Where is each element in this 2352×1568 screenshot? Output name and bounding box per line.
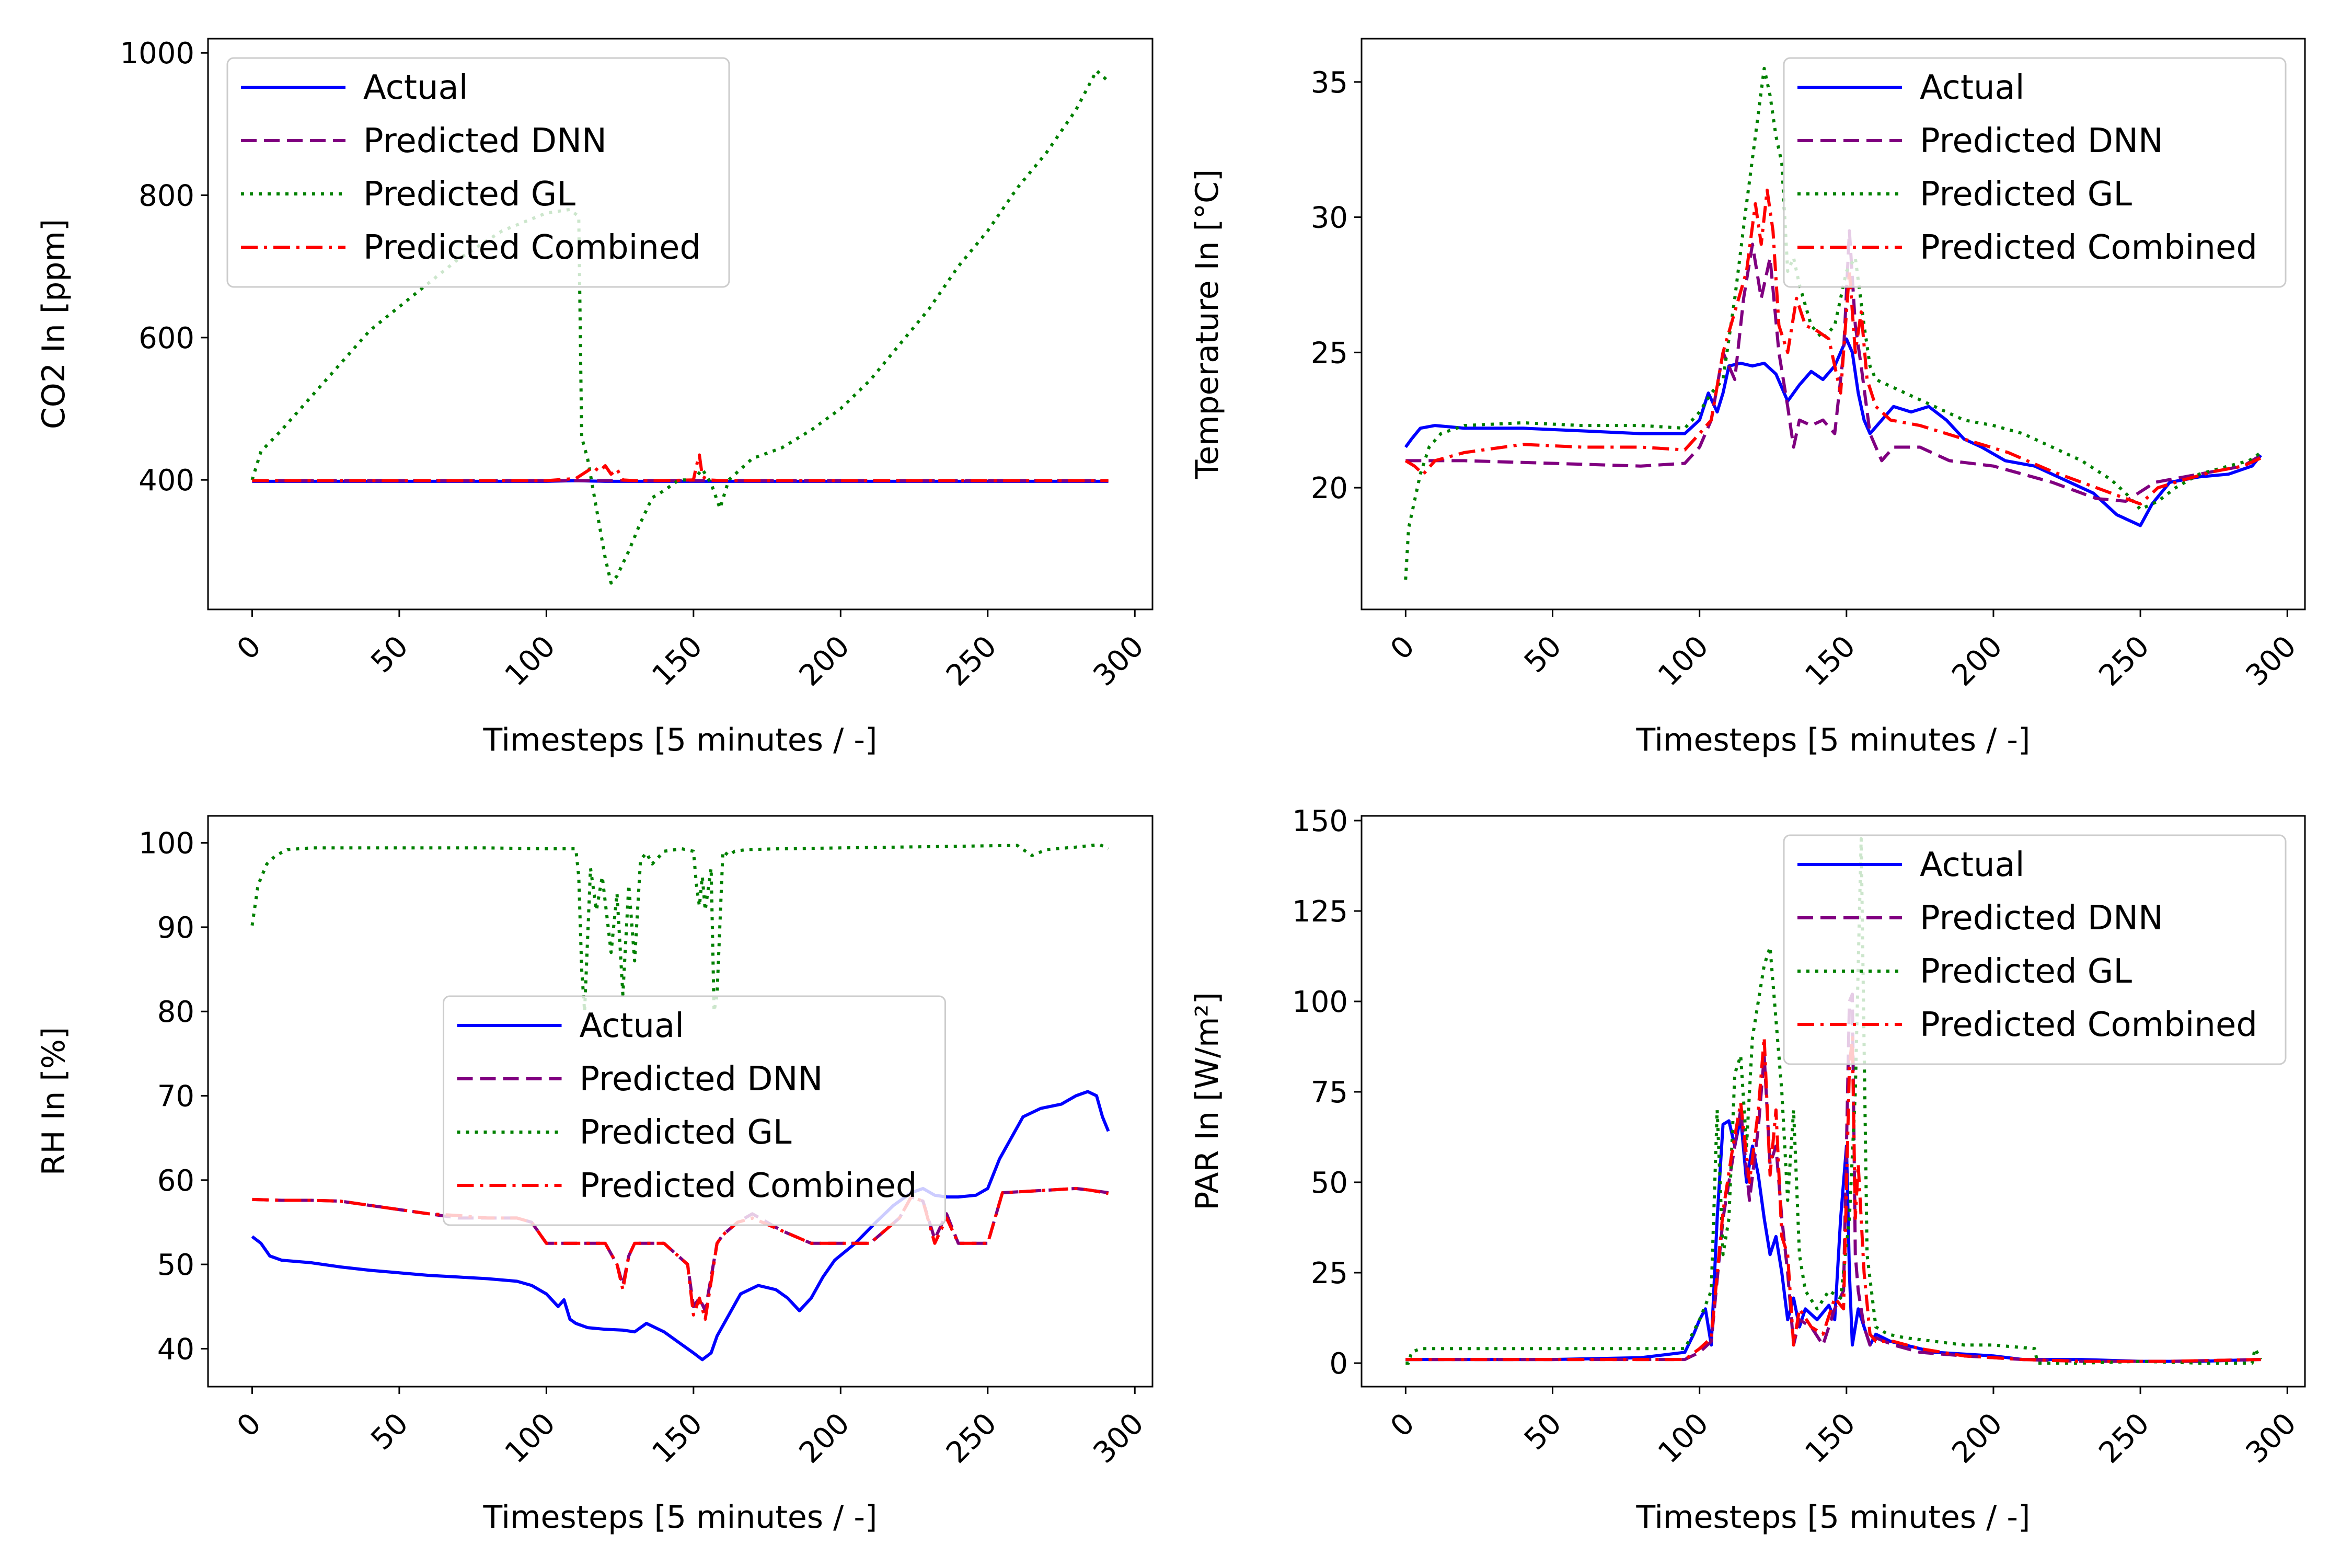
legend: Actual Predicted DNN Predicted GL Predicted… bbox=[1783, 834, 2287, 1065]
y-tick-label: 30 bbox=[1311, 201, 1348, 235]
legend-label: Predicted Combined bbox=[580, 1167, 917, 1205]
y-tick-label: 35 bbox=[1311, 66, 1348, 100]
y-axis-label: CO2 In [ppm] bbox=[36, 219, 72, 430]
legend-box bbox=[443, 995, 946, 1226]
chart-panel-3: 0 50 100 150 200 250 300405060708090100Timeste… bbox=[36, 815, 1154, 1536]
legend-label: Predicted Combined bbox=[363, 228, 701, 267]
y-tick-label: 50 bbox=[1311, 1166, 1348, 1200]
y-tick-label: 75 bbox=[1311, 1076, 1348, 1110]
y-tick-label: 0 bbox=[1329, 1347, 1348, 1381]
plot-area bbox=[1404, 66, 2263, 580]
legend-box bbox=[1783, 57, 2287, 288]
legend-box bbox=[1783, 834, 2287, 1065]
y-axis-label: Temperature In [°C] bbox=[1189, 169, 1226, 480]
axes-frame bbox=[207, 38, 1154, 610]
axes-frame bbox=[1361, 815, 2306, 1388]
x-axis-label: Timesteps [5 minutes / -] bbox=[483, 1499, 878, 1536]
legend-label: Actual bbox=[1920, 846, 2025, 884]
y-tick-label: 100 bbox=[139, 827, 194, 861]
legend: Actual Predicted DNN Predicted GL Predicted… bbox=[443, 995, 946, 1226]
series-line-actual bbox=[1405, 1115, 2261, 1363]
y-tick-label: 125 bbox=[1292, 895, 1348, 929]
legend-label: Predicted GL bbox=[363, 175, 575, 214]
y-tick-label: 150 bbox=[1292, 804, 1348, 838]
y-tick-label: 600 bbox=[139, 321, 194, 355]
series-line-predicted-combined bbox=[1404, 188, 2262, 506]
series-line-predicted-dnn bbox=[1405, 229, 2262, 503]
axes-frame bbox=[207, 815, 1154, 1388]
legend-label: Predicted DNN bbox=[1920, 899, 2163, 938]
legend-label: Actual bbox=[1920, 68, 2025, 107]
series-line-predicted-combined bbox=[252, 453, 1109, 482]
y-axis-label: RH In [%] bbox=[36, 1027, 72, 1176]
y-tick-label: 70 bbox=[157, 1080, 194, 1114]
y-tick-label: 50 bbox=[157, 1248, 194, 1282]
y-tick-label: 90 bbox=[157, 911, 194, 945]
legend-label: Predicted DNN bbox=[363, 122, 607, 160]
series-line-predicted-gl bbox=[250, 69, 1110, 585]
y-axis-label: PAR In [W/m²] bbox=[1189, 992, 1226, 1210]
series-line-predicted-gl bbox=[250, 843, 1109, 1013]
legend-label: Predicted Combined bbox=[1920, 228, 2257, 267]
legend: Actual Predicted DNN Predicted GL Predicted… bbox=[1783, 57, 2287, 288]
legend-label: Predicted GL bbox=[580, 1113, 792, 1152]
legend-label: Actual bbox=[363, 68, 468, 107]
series-line-predicted-combined bbox=[252, 1186, 1109, 1321]
legend-label: Actual bbox=[580, 1007, 685, 1045]
series-line-predicted-combined bbox=[1405, 1036, 2261, 1363]
series-line-actual bbox=[1404, 337, 2263, 527]
plot-area bbox=[1405, 837, 2263, 1365]
legend-label: Predicted Combined bbox=[1920, 1006, 2257, 1044]
y-tick-label: 100 bbox=[1292, 985, 1348, 1019]
legend: Actual Predicted DNN Predicted GL Predicted… bbox=[226, 57, 730, 288]
y-tick-label: 400 bbox=[139, 464, 194, 498]
y-tick-label: 800 bbox=[139, 179, 194, 213]
series-line-actual bbox=[251, 1090, 1110, 1362]
plot-area bbox=[250, 69, 1110, 585]
y-tick-label: 25 bbox=[1311, 1256, 1348, 1290]
x-axis-label: Timesteps [5 minutes / -] bbox=[1636, 722, 2031, 758]
y-tick-label: 40 bbox=[157, 1332, 194, 1366]
legend-box bbox=[226, 57, 730, 288]
legend-label: Predicted DNN bbox=[1920, 122, 2163, 160]
series-line-predicted-gl bbox=[1405, 837, 2263, 1365]
legend-label: Predicted GL bbox=[1920, 175, 2132, 214]
y-tick-label: 60 bbox=[157, 1164, 194, 1198]
legend-label: Predicted DNN bbox=[580, 1060, 823, 1099]
y-tick-label: 25 bbox=[1311, 336, 1348, 370]
y-tick-label: 20 bbox=[1311, 471, 1348, 505]
series-line-predicted-gl bbox=[1404, 66, 2262, 580]
y-tick-label: 1000 bbox=[120, 37, 194, 71]
axes-frame bbox=[1361, 38, 2306, 610]
x-axis-label: Timesteps [5 minutes / -] bbox=[483, 722, 878, 758]
x-axis-label: Timesteps [5 minutes / -] bbox=[1636, 1499, 2031, 1536]
y-tick-label: 80 bbox=[157, 995, 194, 1029]
legend-label: Predicted GL bbox=[1920, 952, 2132, 991]
